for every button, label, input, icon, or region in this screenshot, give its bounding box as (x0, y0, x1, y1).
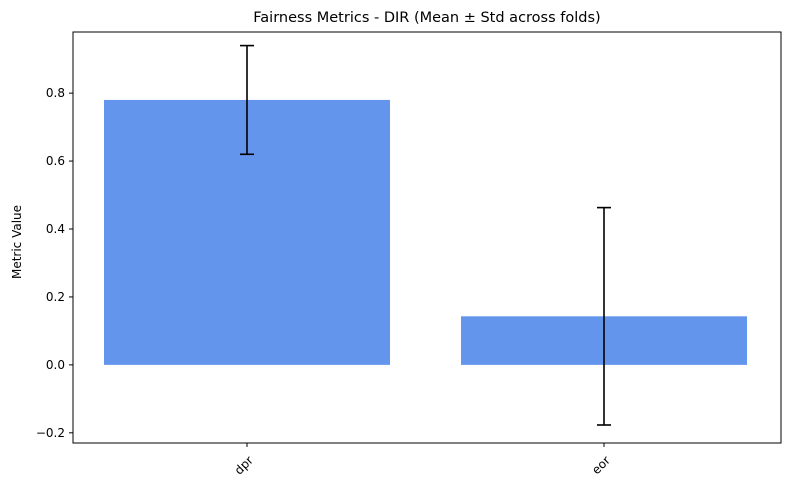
y-tick-label: 0.0 (46, 358, 65, 372)
x-tick-label-dpr: dpr (232, 453, 256, 477)
y-tick-label: 0.2 (46, 290, 65, 304)
y-tick-label: 0.8 (46, 86, 65, 100)
y-tick-label: −0.2 (36, 426, 65, 440)
plot-area: −0.2 0.0 0.2 0.4 0.6 0.8 dpr eor (36, 31, 782, 477)
plot-frame (72, 31, 782, 444)
chart-title: Fairness Metrics - DIR (Mean ± Std acros… (253, 10, 600, 26)
x-tick-label-eor: eor (589, 453, 613, 477)
y-tick-label: 0.6 (46, 154, 65, 168)
y-axis-label: Metric Value (10, 205, 24, 279)
y-tick-label: 0.4 (46, 222, 65, 236)
